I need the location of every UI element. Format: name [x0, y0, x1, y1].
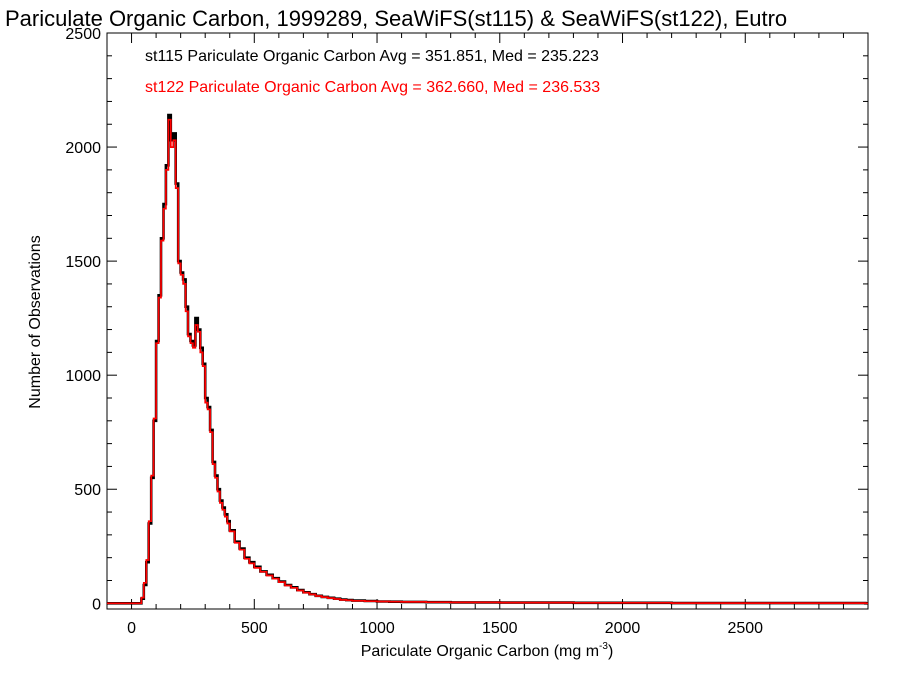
x-axis-label: Pariculate Organic Carbon (mg m-3): [361, 641, 614, 660]
y-tick-label: 2000: [65, 140, 101, 157]
chart-title: Pariculate Organic Carbon, 1999289, SeaW…: [5, 6, 787, 31]
x-axis-label-text: Pariculate Organic Carbon (mg m: [361, 643, 599, 660]
x-tick-label: 500: [241, 620, 268, 637]
x-tick-label: 2000: [605, 620, 641, 637]
y-tick-label: 0: [92, 596, 101, 613]
x-axis-label-superscript: -3: [599, 641, 608, 652]
x-tick-label: 1000: [359, 620, 395, 637]
series-line-st122: [107, 118, 868, 605]
axes: [106, 32, 869, 610]
series-layer: [107, 113, 868, 605]
y-tick-label: 2500: [65, 26, 101, 43]
x-tick-label: 0: [127, 620, 136, 637]
x-axis-label-close: ): [608, 643, 613, 660]
x-tick-label: 1500: [482, 620, 518, 637]
y-tick-label: 1500: [65, 254, 101, 271]
y-tick-label: 1000: [65, 368, 101, 385]
y-tick-label: 500: [74, 482, 101, 499]
x-tick-label: 2500: [727, 620, 763, 637]
legend-entry-st115: st115 Pariculate Organic Carbon Avg = 35…: [145, 48, 599, 65]
axis-ticks: 0 500 1000 1500 2000 2500 0 500 1000 1500 2000 2500: [65, 26, 869, 637]
plot-frame: [106, 32, 869, 610]
legend-entry-st122: st122 Pariculate Organic Carbon Avg = 36…: [145, 79, 600, 96]
y-axis-label: Number of Observations: [27, 235, 44, 408]
